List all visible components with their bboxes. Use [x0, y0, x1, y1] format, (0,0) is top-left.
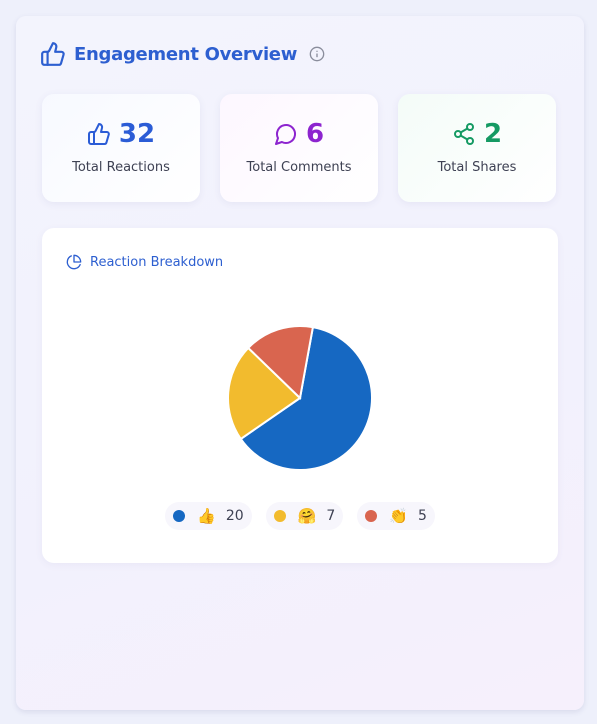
legend-item-hugging[interactable]: 🤗 7 [265, 502, 344, 530]
total-comments-value: 6 [305, 119, 325, 149]
share-icon [453, 123, 474, 145]
reaction-breakdown-title: Reaction Breakdown [90, 254, 224, 270]
pie-slice-clapping[interactable] [246, 325, 315, 401]
total-comments-label: Total Comments [246, 160, 352, 175]
pie-legend: 👍 20 🤗 7 👏 5 [42, 502, 558, 530]
engagement-panel: Engagement Overview 32 Total Reactions 6… [16, 16, 584, 710]
total-reactions-card: 32 Total Reactions [42, 94, 200, 202]
info-icon[interactable] [309, 46, 325, 62]
pie-chart-icon [66, 254, 82, 270]
legend-color-dot [273, 510, 286, 522]
thumbs-up-icon [87, 123, 110, 145]
reaction-breakdown-card: Reaction Breakdown 👍 20 🤗 7 👏 5 [42, 228, 558, 563]
total-reactions-value: 32 [118, 119, 156, 149]
pie-slice-hugging[interactable] [227, 346, 302, 441]
total-shares-label: Total Shares [437, 160, 517, 175]
legend-color-dot [365, 510, 378, 522]
total-shares-card: 2 Total Shares [398, 94, 556, 202]
panel-header: Engagement Overview [40, 40, 325, 68]
legend-item-clapping[interactable]: 👏 5 [357, 502, 435, 530]
legend-emoji: 🤗 [297, 507, 317, 525]
speech-bubble-icon [274, 124, 296, 145]
total-shares-value: 2 [483, 119, 503, 149]
pie-chart-svg [227, 325, 373, 471]
legend-emoji: 👍 [197, 507, 216, 525]
thumbs-up-icon [41, 42, 65, 66]
legend-emoji: 👏 [389, 507, 408, 525]
reaction-breakdown-header: Reaction Breakdown [66, 254, 223, 270]
legend-color-dot [173, 510, 186, 522]
legend-count: 5 [417, 508, 427, 524]
total-reactions-label: Total Reactions [72, 160, 170, 175]
total-comments-card: 6 Total Comments [220, 94, 378, 202]
legend-item-thumbs-up[interactable]: 👍 20 [165, 502, 252, 530]
reaction-pie-chart [226, 324, 374, 472]
legend-count: 20 [225, 508, 244, 524]
page-title: Engagement Overview [74, 43, 298, 65]
pie-slice-thumbs-up[interactable] [239, 325, 373, 471]
legend-count: 7 [326, 508, 336, 524]
